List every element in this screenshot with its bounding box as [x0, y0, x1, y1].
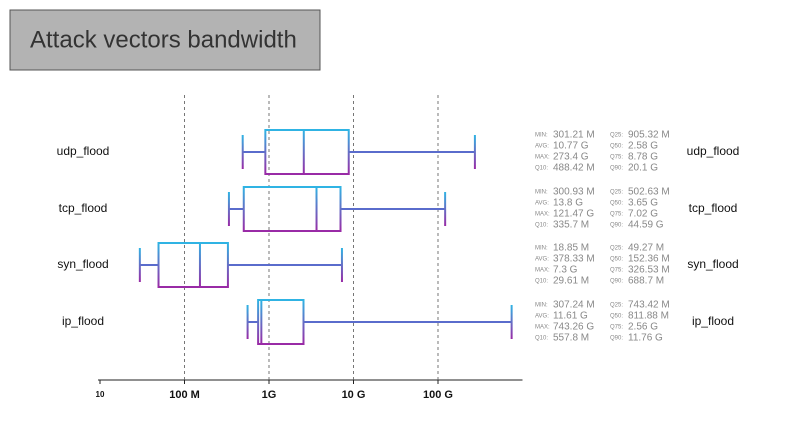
- stat-value: 307.24 M: [553, 300, 595, 311]
- stat-name: MIN:: [535, 190, 548, 196]
- stat-value: 121.47 G: [553, 209, 594, 220]
- stat-value: 335.7 M: [553, 220, 589, 231]
- stat-name: Q90:: [610, 223, 623, 229]
- stat-name: Q90:: [610, 279, 623, 285]
- stat-name: Q10:: [535, 166, 548, 172]
- stat-value: 3.65 G: [628, 198, 658, 209]
- stat-name: Q25:: [610, 133, 623, 139]
- x-tick-label: 100 M: [169, 389, 200, 401]
- stat-value: 18.85 M: [553, 243, 589, 254]
- stat-name: Q90:: [610, 336, 623, 342]
- row-label-right: udp_flood: [687, 144, 740, 158]
- stat-name: Q75:: [610, 268, 623, 274]
- row-label-right: ip_flood: [692, 314, 734, 328]
- stat-name: Q50:: [610, 144, 623, 150]
- stat-value: 557.8 M: [553, 333, 589, 344]
- stat-name: Q25:: [610, 303, 623, 309]
- stat-value: 11.61 G: [553, 311, 588, 322]
- row-label: tcp_flood: [59, 201, 108, 215]
- stat-value: 378.33 M: [553, 254, 595, 265]
- stat-name: Q10:: [535, 223, 548, 229]
- stat-name: MIN:: [535, 133, 548, 139]
- stat-name: MAX:: [535, 212, 550, 218]
- stat-name: MAX:: [535, 268, 550, 274]
- row-label-right: tcp_flood: [689, 201, 738, 215]
- stat-value: 8.78 G: [628, 152, 658, 163]
- row-label-right: syn_flood: [687, 257, 738, 271]
- stat-name: Q75:: [610, 212, 623, 218]
- stat-name: Q50:: [610, 201, 623, 207]
- stat-value: 488.42 M: [553, 163, 595, 174]
- stat-name: Q50:: [610, 257, 623, 263]
- stat-value: 2.58 G: [628, 141, 658, 152]
- stat-value: 2.56 G: [628, 322, 658, 333]
- stat-name: AVG:: [535, 144, 549, 150]
- row-label: ip_flood: [62, 314, 104, 328]
- box: [265, 130, 348, 174]
- stat-value: 743.26 G: [553, 322, 594, 333]
- stat-value: 7.3 G: [553, 265, 578, 276]
- stat-value: 10.77 G: [553, 141, 589, 152]
- stat-name: Q10:: [535, 336, 548, 342]
- stat-name: Q50:: [610, 314, 623, 320]
- x-tick-label: 10: [96, 390, 105, 399]
- stat-name: Q25:: [610, 190, 623, 196]
- stat-name: MAX:: [535, 325, 550, 331]
- box: [244, 187, 341, 231]
- stat-value: 152.36 M: [628, 254, 670, 265]
- box: [258, 300, 303, 344]
- stat-value: 300.93 M: [553, 187, 595, 198]
- stat-name: Q25:: [610, 246, 623, 252]
- row-label: syn_flood: [57, 257, 108, 271]
- stat-name: MIN:: [535, 303, 548, 309]
- box: [159, 243, 228, 287]
- stat-name: Q10:: [535, 279, 548, 285]
- stat-value: 743.42 M: [628, 300, 670, 311]
- stat-value: 11.76 G: [628, 333, 663, 344]
- stat-value: 905.32 M: [628, 130, 670, 141]
- stat-name: Q75:: [610, 325, 623, 331]
- stat-name: Q90:: [610, 166, 623, 172]
- stat-name: AVG:: [535, 201, 549, 207]
- stat-name: MIN:: [535, 246, 548, 252]
- stat-value: 688.7 M: [628, 276, 664, 287]
- stat-value: 273.4 G: [553, 152, 589, 163]
- row-label: udp_flood: [57, 144, 110, 158]
- chart-title: Attack vectors bandwidth: [30, 26, 297, 53]
- stat-value: 20.1 G: [628, 163, 658, 174]
- stat-value: 301.21 M: [553, 130, 595, 141]
- stat-name: AVG:: [535, 314, 549, 320]
- x-tick-label: 1G: [262, 389, 277, 401]
- stat-name: AVG:: [535, 257, 549, 263]
- stat-value: 502.63 M: [628, 187, 670, 198]
- stat-name: MAX:: [535, 155, 550, 161]
- x-tick-label: 100 G: [423, 389, 453, 401]
- stat-value: 49.27 M: [628, 243, 664, 254]
- stat-value: 811.88 M: [628, 311, 669, 322]
- stat-value: 7.02 G: [628, 209, 658, 220]
- stat-name: Q75:: [610, 155, 623, 161]
- stat-value: 326.53 M: [628, 265, 670, 276]
- stat-value: 44.59 G: [628, 220, 664, 231]
- stat-value: 29.61 M: [553, 276, 589, 287]
- x-tick-label: 10 G: [342, 389, 366, 401]
- stat-value: 13.8 G: [553, 198, 583, 209]
